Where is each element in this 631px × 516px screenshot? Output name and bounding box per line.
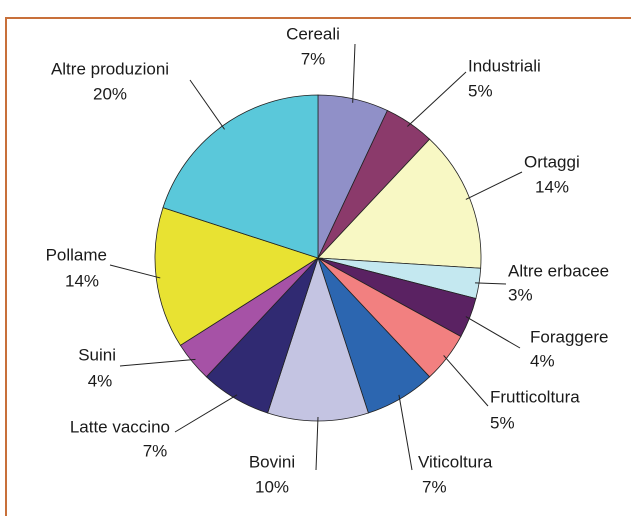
slice-label: Altre produzioni xyxy=(51,59,169,78)
leader-line xyxy=(352,43,356,103)
slice-value-label: 4% xyxy=(88,371,113,390)
slice-label: Foraggere xyxy=(530,327,608,346)
leader-line xyxy=(443,355,489,407)
frame xyxy=(5,17,631,516)
slice-value-label: 3% xyxy=(508,285,533,304)
leader-line xyxy=(174,394,238,433)
leader-line xyxy=(109,264,161,279)
slice-label: Latte vaccino xyxy=(70,417,170,436)
leader-line xyxy=(315,416,319,471)
slice-value-label: 10% xyxy=(255,477,289,496)
slice-value-label: 4% xyxy=(530,351,555,370)
slice-label: Frutticoltura xyxy=(490,387,580,406)
slice-value-label: 7% xyxy=(143,441,168,460)
leader-line xyxy=(475,282,507,285)
pie-slice xyxy=(154,207,319,346)
leader-line xyxy=(407,71,467,127)
slice-label: Bovini xyxy=(249,452,295,471)
slice-label: Viticoltura xyxy=(418,452,493,471)
slice-value-label: 5% xyxy=(490,413,515,432)
leader-line xyxy=(119,358,196,367)
leader-line xyxy=(398,394,413,471)
slice-label: Cereali xyxy=(286,24,340,43)
slice-value-label: 7% xyxy=(422,477,447,496)
leader-line xyxy=(465,171,523,200)
leader-line xyxy=(465,316,521,349)
slice-value-label: 14% xyxy=(65,271,99,290)
slice-label: Altre erbacee xyxy=(508,261,609,280)
leader-line xyxy=(189,79,225,130)
slice-label: Pollame xyxy=(46,245,107,264)
slice-value-label: 7% xyxy=(301,49,326,68)
slice-value-label: 20% xyxy=(93,84,127,103)
slice-value-label: 14% xyxy=(535,177,569,196)
slice-label: Industriali xyxy=(468,56,541,75)
slice-label: Suini xyxy=(78,345,116,364)
slice-value-label: 5% xyxy=(468,81,493,100)
slice-label: Ortaggi xyxy=(524,152,580,171)
